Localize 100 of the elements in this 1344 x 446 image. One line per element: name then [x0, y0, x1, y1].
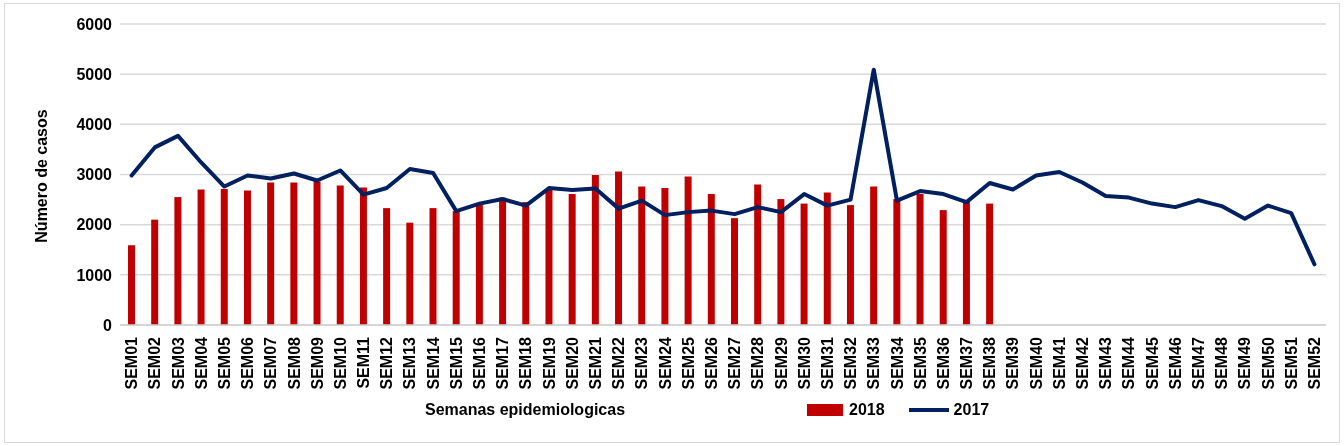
y-axis-title: Número de casos	[33, 109, 51, 243]
x-tick-label: SEM17	[494, 336, 512, 390]
x-tick-label: SEM03	[169, 336, 187, 390]
x-tick-label: SEM30	[795, 336, 813, 390]
bar	[939, 210, 947, 325]
bar	[151, 219, 159, 325]
bar	[452, 211, 460, 325]
x-tick-label: SEM04	[192, 336, 210, 390]
x-tick-label: SEM31	[818, 336, 836, 390]
bar	[638, 186, 646, 325]
x-tick-label: SEM06	[239, 336, 257, 390]
bar	[267, 182, 275, 325]
legend-label: 2018	[849, 401, 885, 419]
x-tick-label: SEM33	[865, 336, 883, 390]
legend-label: 2017	[953, 401, 990, 419]
bar	[197, 189, 205, 325]
bar	[707, 194, 715, 325]
bar	[174, 197, 182, 325]
x-tick-label: SEM44	[1120, 336, 1138, 390]
bar	[846, 205, 854, 325]
x-tick-label: SEM49	[1236, 336, 1254, 390]
bar	[684, 176, 692, 325]
x-tick-label: SEM21	[587, 336, 605, 390]
bar	[336, 185, 344, 325]
x-tick-label: SEM09	[308, 336, 326, 390]
x-tick-label: SEM51	[1282, 336, 1300, 390]
x-tick-label: SEM14	[424, 336, 442, 390]
bar	[777, 199, 785, 325]
x-axis-title: Semanas epidemiologicas	[424, 401, 626, 419]
x-tick-label: SEM02	[146, 336, 164, 390]
bar	[545, 190, 553, 325]
bar	[731, 218, 738, 325]
x-tick-label: SEM34	[888, 336, 906, 390]
bar	[870, 186, 878, 325]
bar	[800, 203, 808, 325]
x-tick-label: SEM23	[633, 336, 651, 390]
bar	[986, 203, 994, 325]
x-tick-label: SEM45	[1143, 336, 1161, 390]
x-tick-label: SEM28	[749, 336, 767, 390]
x-tick-label: SEM37	[958, 336, 976, 390]
x-tick-label: SEM42	[1074, 336, 1092, 390]
x-tick-label: SEM48	[1213, 336, 1231, 390]
x-tick-label: SEM11	[355, 336, 373, 389]
x-tick-label: SEM12	[378, 336, 396, 390]
x-tick-label: SEM18	[517, 336, 535, 390]
x-tick-label: SEM52	[1306, 336, 1323, 390]
x-tick-label: SEM38	[981, 336, 999, 390]
bar	[591, 175, 599, 325]
bar	[406, 222, 414, 325]
x-tick-label: SEM26	[703, 336, 720, 390]
y-tick-label: 1000	[76, 266, 113, 284]
x-tick-label: SEM13	[401, 336, 419, 390]
bar	[475, 205, 483, 325]
x-tick-label: SEM25	[679, 336, 697, 390]
y-tick-label: 2000	[76, 216, 113, 234]
x-tick-label: SEM20	[563, 336, 581, 390]
x-tick-label: SEM47	[1190, 336, 1208, 390]
y-tick-label: 0	[103, 316, 113, 334]
bar	[383, 208, 391, 325]
x-tick-label: SEM10	[331, 336, 349, 390]
x-tick-label: SEM08	[285, 336, 303, 390]
x-tick-label: SEM16	[471, 336, 489, 390]
bar	[893, 199, 901, 325]
bar	[290, 182, 298, 325]
x-tick-label: SEM50	[1259, 336, 1277, 390]
bar	[962, 200, 970, 325]
line-series	[129, 67, 1317, 267]
x-tick-label: SEM39	[1004, 336, 1022, 390]
bar	[359, 187, 367, 325]
x-tick-label: SEM01	[123, 336, 141, 390]
y-tick-label: 6000	[76, 15, 113, 33]
x-tick-label: SEM05	[215, 336, 233, 390]
x-tick-label: SEM24	[656, 336, 674, 390]
y-tick-label: 3000	[76, 166, 113, 184]
x-tick-label: SEM43	[1097, 336, 1115, 390]
bar	[128, 245, 135, 325]
bar	[522, 202, 530, 325]
x-tick-label: SEM41	[1050, 336, 1068, 390]
x-tick-label: SEM29	[772, 336, 790, 390]
bar	[429, 208, 437, 325]
x-tick-label: SEM15	[447, 336, 465, 390]
bar	[823, 192, 831, 325]
x-tick-label: SEM40	[1027, 336, 1045, 390]
bar	[243, 190, 251, 325]
x-tick-label: SEM36	[934, 336, 952, 390]
x-tick-label: SEM19	[540, 336, 558, 390]
bar	[313, 181, 321, 325]
bar	[615, 171, 623, 325]
bar	[568, 194, 576, 325]
x-tick-label: SEM07	[262, 336, 280, 390]
bar	[754, 184, 762, 325]
y-tick-label: 4000	[76, 116, 113, 134]
y-tick-label: 5000	[76, 65, 113, 83]
bar	[220, 189, 228, 325]
x-tick-label: SEM46	[1166, 336, 1184, 390]
bar	[661, 188, 669, 325]
x-tick-label: SEM22	[610, 336, 628, 390]
x-tick-label: SEM35	[911, 336, 929, 390]
bar	[916, 194, 924, 325]
x-tick-label: SEM32	[842, 336, 860, 390]
